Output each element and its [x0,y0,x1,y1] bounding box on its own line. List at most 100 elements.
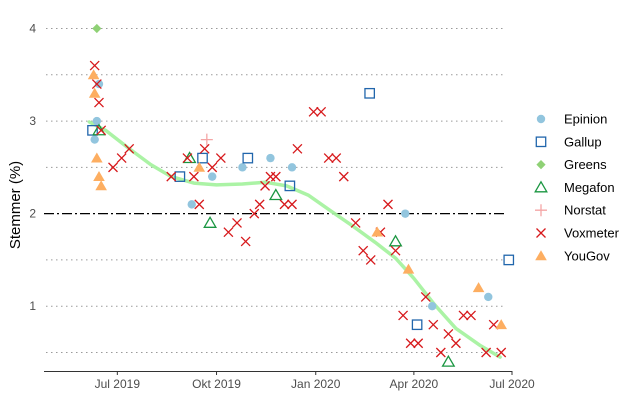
data-point [481,347,492,358]
data-point [208,172,217,181]
data-point [215,153,226,164]
data-point [458,310,469,321]
data-point [92,116,102,126]
data-point [398,310,409,321]
legend-item: Voxmeter [536,226,620,241]
data-point [420,291,431,302]
y-tick-label: 2 [29,207,36,221]
data-points [87,23,515,367]
gridlines [46,28,505,353]
data-point [270,171,281,182]
legend-label: YouGov [564,248,610,263]
data-point [197,152,208,164]
data-point [331,153,342,164]
data-point [87,69,100,80]
trend-line-group [87,120,502,359]
y-tick-label: 4 [29,22,36,36]
y-tick-label: 3 [29,114,36,128]
data-point [88,87,101,98]
data-point [91,79,102,90]
data-point [238,163,247,172]
data-point [350,217,361,228]
legend-item: Norstat [535,203,606,218]
data-point [287,199,297,210]
data-point [266,153,275,163]
data-point [441,354,456,367]
x-tick-label: Jul 2020 [489,377,535,391]
data-point [365,254,376,265]
x-tick-label: Apr 2020 [390,377,439,391]
x-tick-label: Jan 2020 [291,377,341,391]
legend-key [536,160,546,170]
data-point [232,217,242,228]
data-point [323,153,334,164]
data-point [287,163,297,172]
data-point [364,87,376,99]
data-point [358,245,369,256]
legend-key [536,228,546,238]
data-point [240,236,251,247]
data-point [194,199,205,210]
legend: Epinion Gallup Greens Megafon Norstat Voxmete… [534,112,620,263]
data-point [249,208,260,219]
legend-item: Epinion [536,112,607,127]
data-point [92,23,102,34]
data-point [254,199,265,210]
series-voxmeter [89,60,507,358]
legend-key [535,250,547,261]
x-tick-label: Jul 2019 [95,377,141,391]
legend-key [535,204,547,217]
legend-item: YouGov [535,248,610,263]
data-point [402,263,415,274]
data-point [124,143,135,154]
data-point [174,171,186,182]
y-axis-title: Stemmer (%) [7,161,24,249]
data-point [428,319,439,330]
y-tick-label: 1 [29,299,36,313]
x-tick-label: Okt 2019 [192,377,241,391]
legend-label: Voxmeter [564,226,620,241]
data-point [268,188,283,201]
data-point [188,171,199,182]
series-megafon [92,123,456,367]
data-point [116,153,127,164]
data-point [199,143,210,154]
data-point [450,338,461,349]
series-norstat [200,133,213,146]
legend-label: Megafon [564,180,615,195]
data-point [338,171,349,182]
legend-key [534,180,548,193]
data-point [193,161,206,172]
trend-line [87,120,502,359]
data-point [187,200,196,209]
data-point [260,180,271,191]
legend-label: Epinion [564,112,607,127]
series-yougov [87,69,508,330]
data-point [411,319,423,331]
data-point [89,60,100,71]
data-point [91,152,103,163]
legend-item: Gallup [535,134,602,149]
data-point [405,338,416,349]
data-point [200,133,213,146]
y-tick-labels: 1 2 3 4 [29,22,36,314]
x-ticks: Jul 2019 Okt 2019 Jan 2020 Apr 2020 Jul 2020 [95,371,535,391]
legend-item: Greens [536,157,607,172]
data-point [279,199,290,210]
data-point [95,180,107,191]
data-point [371,226,384,237]
data-point [166,171,177,182]
data-point [466,310,476,321]
data-point [428,302,437,311]
data-point [242,152,254,164]
legend-label: Norstat [564,203,606,218]
data-point [390,245,401,256]
legend-key [536,114,546,124]
data-point [496,347,507,358]
data-point [284,180,296,192]
series-epinion [90,79,493,311]
data-point [93,171,105,182]
data-point [182,153,193,164]
data-point [94,97,104,108]
